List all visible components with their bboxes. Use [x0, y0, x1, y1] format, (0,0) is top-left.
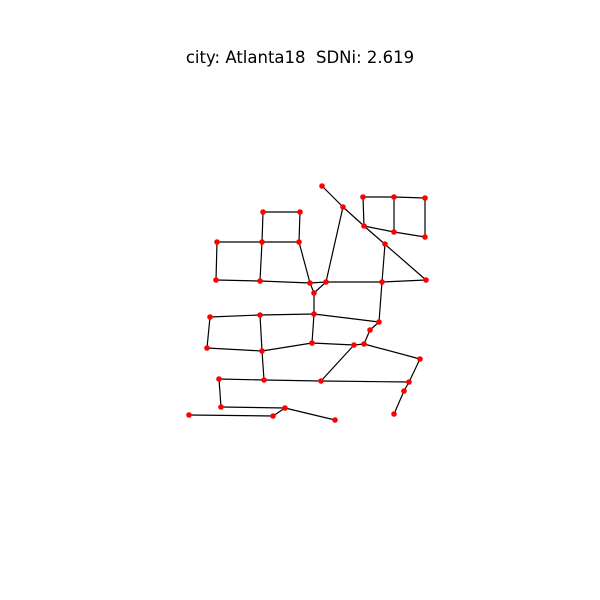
graph-node — [361, 223, 367, 229]
graph-edge — [261, 211, 264, 243]
graph-edge — [381, 279, 427, 283]
graph-node — [296, 239, 302, 245]
graph-node — [351, 342, 357, 348]
graph-node — [376, 319, 382, 325]
graph-node — [309, 340, 315, 346]
graph-edge — [311, 313, 315, 344]
graph-node — [259, 348, 265, 354]
graph-edge — [320, 380, 410, 383]
graph-edge — [363, 225, 395, 233]
graph-node — [382, 241, 388, 247]
graph-edge — [311, 342, 355, 346]
graph-node — [257, 278, 263, 284]
graph-edge — [363, 343, 421, 360]
graph-node — [379, 279, 385, 285]
graph-edge — [220, 406, 286, 409]
graph-node — [204, 345, 210, 351]
node-layer — [186, 183, 429, 423]
graph-node — [422, 234, 428, 240]
graph-node — [311, 311, 317, 317]
graph-node — [401, 388, 407, 394]
graph-node — [422, 195, 428, 201]
graph-node — [214, 239, 220, 245]
graph-edge — [218, 378, 222, 408]
graph-node — [186, 412, 192, 418]
graph-edge — [218, 378, 265, 381]
graph-node — [391, 229, 397, 235]
graph-node — [360, 194, 366, 200]
graph-edge — [284, 407, 336, 421]
graph-edge — [363, 225, 427, 281]
graph-node — [218, 404, 224, 410]
graph-node — [260, 209, 266, 215]
graph-edge — [206, 316, 211, 349]
graph-edge — [325, 206, 344, 283]
graph-edge — [215, 279, 261, 282]
graph-edge — [320, 344, 355, 382]
graph-node — [423, 277, 429, 283]
graph-edge — [188, 414, 274, 417]
graph-node — [417, 356, 423, 362]
graph-node — [261, 377, 267, 383]
graph-node — [207, 314, 213, 320]
graph-edge — [206, 347, 263, 352]
graph-edge — [259, 241, 263, 282]
graph-edge — [381, 243, 386, 283]
graph-edge — [378, 281, 383, 323]
graph-node — [340, 204, 346, 210]
graph-edge — [313, 313, 380, 323]
graph-node — [318, 378, 324, 384]
figure-title: city: Atlanta18 SDNi: 2.619 — [185, 48, 415, 67]
graph-edge — [261, 350, 265, 381]
graph-edge — [263, 379, 322, 382]
graph-edge — [298, 211, 301, 243]
graph-edge — [215, 241, 218, 281]
graph-node — [216, 376, 222, 382]
graph-edge — [298, 241, 311, 284]
graph-node — [332, 417, 338, 423]
graph-edge — [259, 280, 311, 284]
graph-node — [282, 405, 288, 411]
graph-node — [319, 183, 325, 189]
graph-node — [391, 194, 397, 200]
graph-node — [323, 279, 329, 285]
graph-edge — [342, 206, 365, 227]
edge-layer — [188, 185, 427, 421]
graph-edge — [393, 196, 426, 199]
graph-edge — [209, 314, 261, 318]
graph-edge — [259, 313, 315, 316]
graph-node — [406, 379, 412, 385]
graph-edge — [408, 358, 421, 383]
graph-node — [307, 280, 313, 286]
graph-edge — [362, 196, 365, 227]
graph-node — [311, 290, 317, 296]
graph-edge — [321, 185, 344, 208]
graph-node — [257, 312, 263, 318]
graph-edge — [261, 342, 313, 352]
graph-node — [361, 341, 367, 347]
graph-edge — [393, 231, 426, 238]
graph-node — [259, 239, 265, 245]
graph-node — [391, 411, 397, 417]
graph-edge — [259, 314, 263, 352]
graph-node — [213, 277, 219, 283]
graph-node — [270, 413, 276, 419]
graph-edge — [393, 390, 405, 415]
graph-node — [367, 327, 373, 333]
graph-node — [297, 209, 303, 215]
